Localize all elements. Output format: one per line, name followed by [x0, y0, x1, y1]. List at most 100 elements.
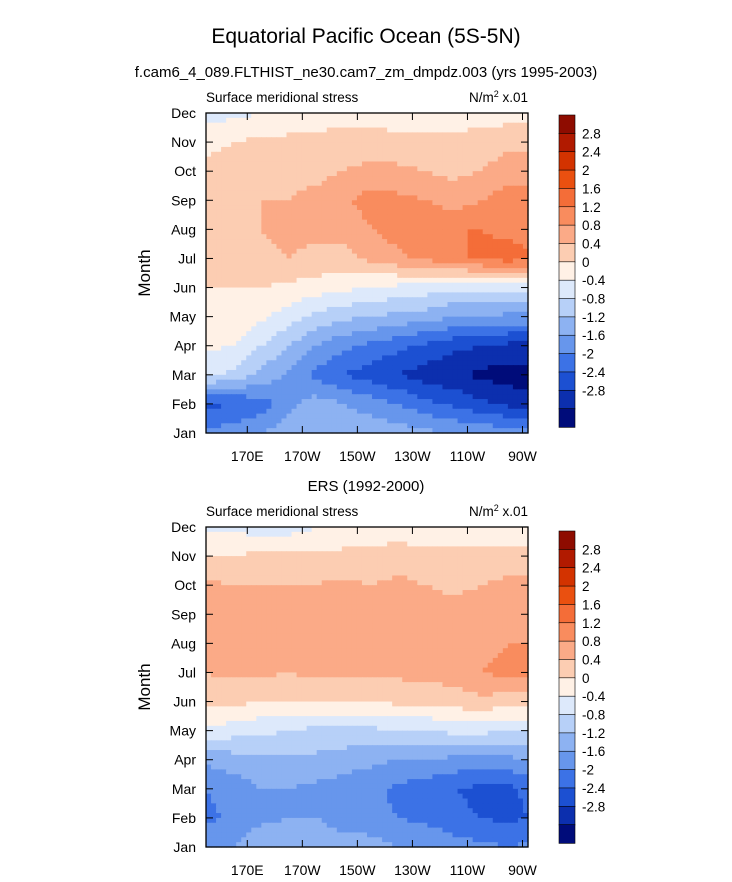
heatmap-cell	[432, 268, 439, 274]
heatmap-cell	[361, 556, 368, 562]
heatmap-cell	[271, 355, 278, 361]
heatmap-cell	[512, 350, 519, 357]
heatmap-cell	[206, 229, 212, 235]
heatmap-cell	[367, 277, 373, 284]
heatmap-cell	[507, 360, 514, 366]
heatmap-cell	[422, 122, 428, 129]
heatmap-cell	[492, 161, 499, 167]
heatmap-cell	[502, 536, 509, 543]
heatmap-cell	[522, 142, 529, 148]
heatmap-cell	[226, 127, 232, 133]
heatmap-cell	[422, 142, 428, 148]
heatmap-cell	[356, 306, 363, 313]
heatmap-cell	[316, 394, 323, 400]
heatmap-cell	[331, 161, 338, 167]
heatmap-cell	[487, 132, 494, 138]
heatmap-cell	[412, 321, 418, 327]
heatmap-cell	[422, 156, 428, 163]
heatmap-cell	[336, 132, 343, 138]
heatmap-cell	[467, 161, 474, 167]
heatmap-cell	[291, 209, 298, 216]
heatmap-cell	[407, 166, 413, 172]
heatmap-cell	[316, 556, 323, 562]
heatmap-cell	[417, 239, 423, 245]
heatmap-cell	[316, 190, 323, 197]
heatmap-cell	[306, 360, 313, 366]
units-label-1: N/m2 x.01	[469, 89, 528, 105]
heatmap-cell	[211, 176, 217, 182]
heatmap-cell	[402, 321, 408, 327]
heatmap-cell	[467, 316, 474, 323]
heatmap-cell	[351, 355, 358, 361]
heatmap-cell	[417, 277, 423, 284]
heatmap-cell	[341, 536, 348, 543]
heatmap-cell	[241, 224, 247, 230]
heatmap-cell	[286, 273, 293, 279]
heatmap-cell	[326, 389, 333, 395]
heatmap-cell	[497, 418, 504, 424]
heatmap-cell	[356, 248, 363, 255]
heatmap-cell	[206, 200, 212, 206]
heatmap-cell	[241, 248, 247, 255]
heatmap-cell	[256, 132, 262, 138]
heatmap-cell	[497, 224, 504, 230]
heatmap-cell	[266, 161, 273, 167]
heatmap-cell	[407, 127, 413, 133]
heatmap-cell	[236, 331, 242, 337]
heatmap-cell	[206, 350, 212, 357]
heatmap-cell	[236, 122, 242, 129]
heatmap-cell	[472, 171, 479, 177]
heatmap-cell	[216, 282, 222, 289]
heatmap-cell	[241, 243, 247, 250]
heatmap-cell	[382, 556, 388, 562]
heatmap-cell	[256, 565, 262, 572]
heatmap-cell	[221, 536, 227, 543]
heatmap-cell	[467, 565, 474, 572]
heatmap-cell	[427, 127, 434, 133]
heatmap-cell	[206, 408, 212, 415]
heatmap-cell	[296, 311, 303, 318]
heatmap-cell	[341, 161, 348, 167]
heatmap-cell	[417, 531, 423, 538]
heatmap-cell	[341, 151, 348, 158]
heatmap-cell	[407, 350, 413, 357]
heatmap-cell	[402, 331, 408, 337]
heatmap-cell	[251, 413, 257, 420]
heatmap-cell	[492, 541, 499, 547]
heatmap-cell	[266, 200, 273, 206]
heatmap-cell	[326, 399, 333, 405]
heatmap-cell	[261, 340, 267, 347]
heatmap-cell	[226, 268, 232, 274]
heatmap-cell	[387, 531, 393, 538]
heatmap-cell	[351, 350, 358, 357]
heatmap-cell	[231, 527, 237, 533]
heatmap-cell	[231, 331, 237, 337]
heatmap-cell	[226, 389, 232, 395]
heatmap-cell	[432, 326, 439, 332]
heatmap-cell	[447, 345, 454, 352]
heatmap-cell	[422, 200, 428, 206]
heatmap-cell	[377, 403, 383, 410]
heatmap-cell	[427, 171, 434, 177]
heatmap-cell	[422, 531, 428, 538]
heatmap-cell	[487, 551, 494, 557]
heatmap-cell	[216, 287, 222, 293]
heatmap-cell	[407, 399, 413, 405]
heatmap-cell	[392, 394, 398, 400]
heatmap-cell	[507, 248, 514, 255]
heatmap-cell	[276, 560, 283, 567]
heatmap-cell	[392, 292, 398, 298]
heatmap-cell	[417, 306, 423, 313]
heatmap-cell	[482, 268, 489, 274]
heatmap-cell	[487, 277, 494, 284]
heatmap-cell	[221, 408, 227, 415]
heatmap-cell	[432, 248, 439, 255]
heatmap-cell	[427, 531, 434, 538]
heatmap-cell	[256, 224, 262, 230]
heatmap-cell	[351, 113, 358, 119]
heatmap-cell	[457, 176, 464, 182]
colorbar-label: 2.4	[582, 145, 601, 160]
heatmap-cell	[276, 142, 283, 148]
heatmap-cell	[311, 297, 318, 303]
heatmap-cell	[387, 117, 393, 124]
